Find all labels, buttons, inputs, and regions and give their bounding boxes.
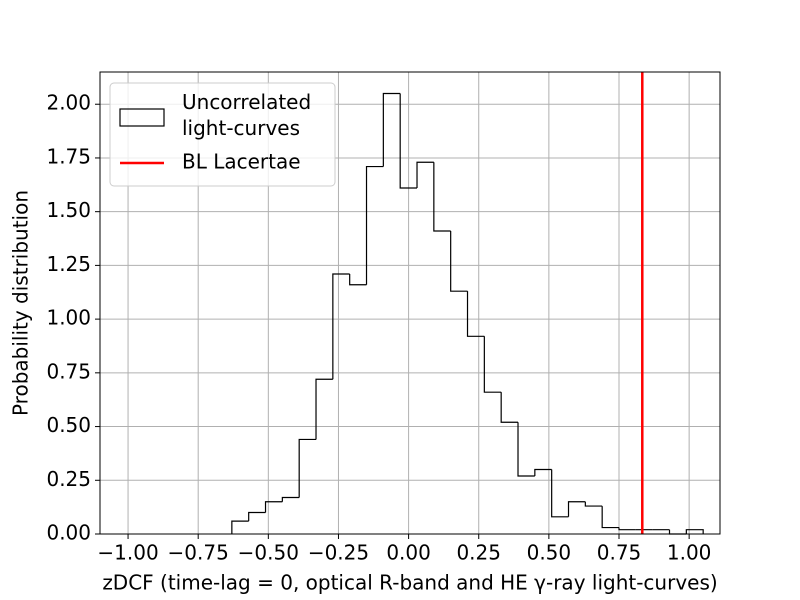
histogram-bin <box>584 501 603 507</box>
plot-frame <box>99 71 721 535</box>
x-tick-label: 0.25 <box>456 541 501 565</box>
x-tick-label: −0.25 <box>308 541 369 565</box>
legend-box <box>109 82 336 187</box>
x-tick-label: 0.75 <box>597 541 642 565</box>
histogram-bin <box>500 392 519 423</box>
y-tick-label: 0.50 <box>46 413 91 437</box>
legend: Uncorrelated light-curves BL Lacertae <box>109 82 336 187</box>
y-tick-label: 0.75 <box>46 359 91 383</box>
x-tick-label: 0.50 <box>527 541 572 565</box>
x-tick-label: −1.00 <box>97 541 158 565</box>
histogram-bin <box>433 162 451 232</box>
y-tick-label: 0.00 <box>46 521 91 545</box>
x-tick-label: −0.75 <box>168 541 229 565</box>
x-axis-label: zDCF (time-lag = 0, optical R-band and H… <box>102 571 717 595</box>
histogram-bin <box>399 93 418 189</box>
histogram-bin <box>298 438 317 498</box>
x-tick-label: 0.00 <box>386 541 431 565</box>
histogram-bin <box>668 529 687 535</box>
histogram-bin <box>551 469 569 518</box>
histogram-bin <box>248 511 266 522</box>
histogram-bin <box>685 529 704 534</box>
y-tick-label: 1.75 <box>46 144 91 168</box>
histogram-bin <box>618 527 636 531</box>
legend-swatch <box>119 108 165 127</box>
x-tick-label: −0.50 <box>238 541 299 565</box>
histogram-bin <box>483 336 502 393</box>
histogram-bin <box>534 468 552 476</box>
histogram-bin <box>450 231 468 292</box>
histogram-bin <box>365 165 384 285</box>
x-tick-label: 1.00 <box>667 541 712 565</box>
y-tick-label: 1.50 <box>46 198 91 222</box>
y-tick-label: 1.00 <box>46 306 91 330</box>
histogram-bin <box>416 161 434 189</box>
y-axis-label: Probability distribution <box>9 190 33 416</box>
y-tick-label: 2.00 <box>46 91 91 115</box>
histogram-bin <box>281 496 300 502</box>
y-tick-label: 1.25 <box>46 252 91 276</box>
histogram-bin <box>231 520 249 534</box>
histogram-bin <box>315 378 333 440</box>
histogram-bin <box>517 422 535 477</box>
legend-label: BL Lacertae <box>182 150 301 174</box>
histogram-bin <box>466 291 485 337</box>
histogram-bin <box>264 501 283 513</box>
histogram-bin <box>332 273 350 380</box>
histogram-bin <box>567 501 586 517</box>
histogram-bin <box>601 506 620 529</box>
legend-label: Uncorrelated light-curves <box>182 90 311 140</box>
y-tick-label: 0.25 <box>46 467 91 491</box>
histogram-bin <box>382 92 401 167</box>
histogram-bin <box>349 273 367 286</box>
